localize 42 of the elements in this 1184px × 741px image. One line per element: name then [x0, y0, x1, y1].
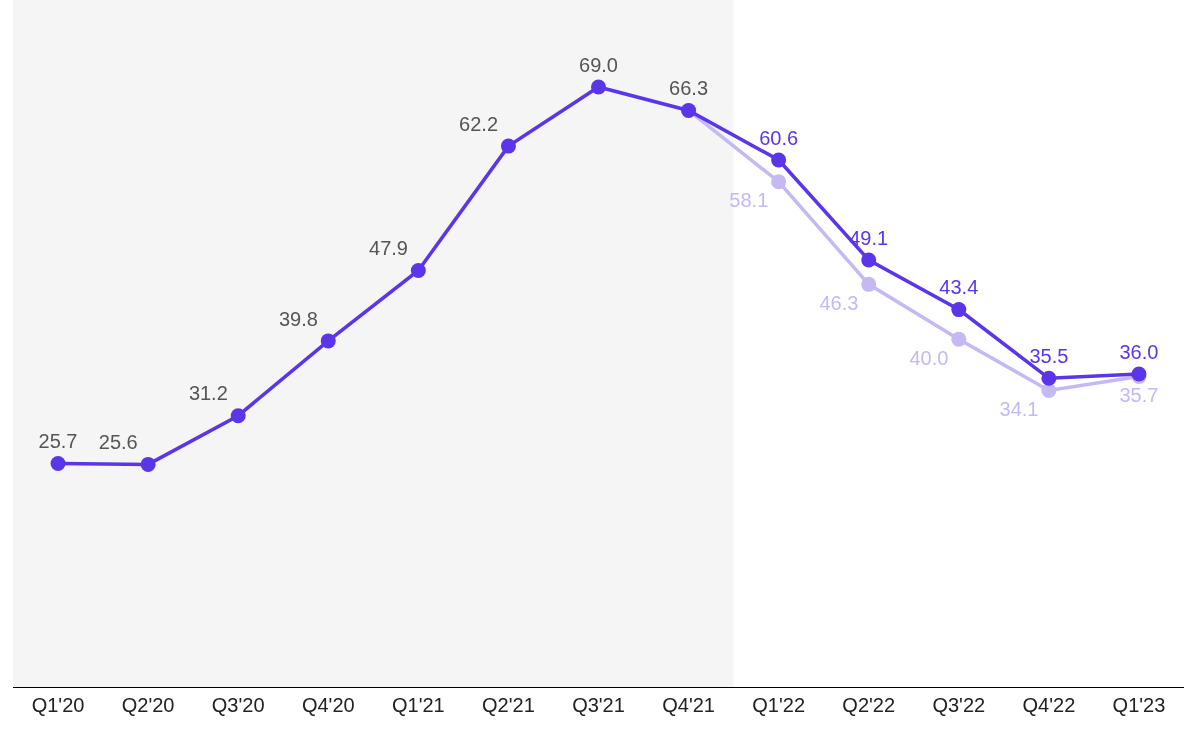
data-label: 58.1 [729, 189, 769, 212]
data-label: 69.0 [579, 53, 618, 76]
point [591, 79, 606, 95]
data-label: 46.3 [819, 291, 859, 314]
x-tick-label: Q2'20 [121, 694, 175, 716]
x-tick-label: Q1'21 [391, 694, 445, 716]
data-label: 25.6 [98, 431, 138, 454]
x-tick-label: Q3'20 [211, 694, 265, 716]
point [951, 302, 967, 318]
x-tick-label: Q1'23 [1112, 694, 1166, 716]
data-label: 66.3 [669, 77, 709, 100]
x-tick-label: Q2'21 [482, 694, 535, 716]
x-tick-label: Q3'21 [572, 694, 625, 716]
data-label: 40.0 [909, 346, 949, 369]
point [771, 152, 787, 168]
point [320, 333, 336, 349]
point [1041, 370, 1057, 386]
data-label: 35.5 [1029, 344, 1069, 367]
x-tick-label: Q1'20 [31, 694, 85, 716]
point [50, 456, 66, 471]
point [410, 262, 426, 278]
data-label: 39.8 [278, 307, 318, 330]
data-label: 49.1 [849, 226, 889, 249]
data-label: 43.4 [939, 276, 979, 299]
x-tick-label: Q3'22 [932, 694, 986, 716]
x-tick-label: Q4'21 [662, 694, 715, 716]
data-label: 34.1 [999, 397, 1039, 420]
data-label: 36.0 [1119, 340, 1159, 363]
x-tick-label: Q2'22 [842, 694, 896, 716]
x-tick-label: Q1'22 [752, 694, 806, 716]
data-label: 62.2 [459, 112, 499, 135]
data-label: 35.7 [1119, 383, 1159, 406]
data-label: 47.9 [369, 237, 408, 260]
point [500, 138, 516, 154]
point [140, 456, 156, 472]
x-tick-label: Q4'22 [1022, 694, 1076, 716]
data-label: 60.6 [759, 126, 799, 149]
point [230, 408, 246, 424]
data-label: 25.7 [38, 430, 78, 453]
data-label: 31.2 [188, 382, 228, 405]
point [861, 252, 877, 268]
x-tick-label: Q4'20 [301, 694, 355, 716]
